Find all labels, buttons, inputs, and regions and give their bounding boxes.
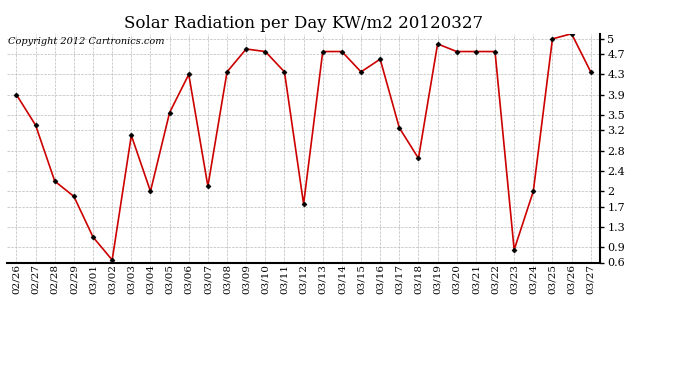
Title: Solar Radiation per Day KW/m2 20120327: Solar Radiation per Day KW/m2 20120327 — [124, 15, 483, 32]
Text: Copyright 2012 Cartronics.com: Copyright 2012 Cartronics.com — [8, 37, 165, 46]
